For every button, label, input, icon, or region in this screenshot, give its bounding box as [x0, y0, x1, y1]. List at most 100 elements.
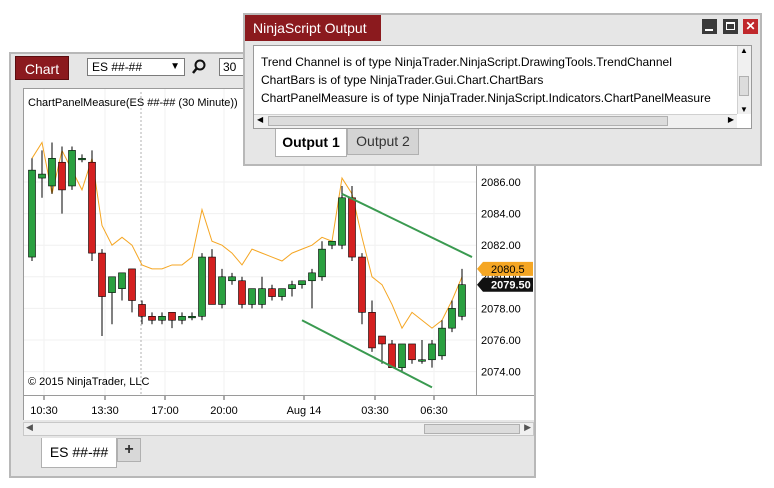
minimize-icon[interactable] — [702, 19, 718, 34]
candle-body — [438, 327, 446, 357]
candle-body — [368, 312, 376, 349]
candle-body — [428, 343, 436, 361]
trend-channel-upper-line[interactable] — [341, 192, 473, 258]
scroll-left-icon[interactable]: ◀ — [26, 422, 33, 432]
candle-body — [408, 343, 416, 361]
time-tick-label: 20:00 — [210, 405, 238, 417]
price-tick-label: 2086.00 — [481, 177, 521, 189]
instrument-value: ES ##-## — [92, 60, 143, 74]
window-controls: ✕ — [700, 19, 758, 35]
output-line: ChartPanelMeasure is of type NinjaTrader… — [261, 91, 711, 105]
price-marker-label: 2080.5 — [491, 264, 525, 276]
candle-body — [258, 288, 266, 305]
output-line: Trend Channel is of type NinjaTrader.Nin… — [261, 55, 672, 69]
scroll-right-icon[interactable]: ▶ — [524, 422, 531, 432]
measure-line — [31, 141, 463, 330]
scroll-up-icon[interactable]: ▲ — [740, 46, 748, 55]
scroll-thumb[interactable] — [739, 76, 749, 96]
candle-body — [178, 315, 186, 321]
chevron-down-icon: ▼ — [170, 61, 180, 72]
price-tick-label: 2076.00 — [481, 335, 521, 347]
panel-label: ChartPanelMeasure(ES ##-## (30 Minute)) — [28, 97, 238, 109]
candle-body — [168, 312, 176, 321]
candle-body — [98, 252, 106, 297]
price-markers: 2080.5 2079.50 — [477, 261, 533, 292]
search-button[interactable] — [191, 57, 209, 77]
candle-body — [308, 272, 316, 282]
candle-body — [348, 197, 356, 258]
candle-body — [78, 158, 86, 161]
candle-body — [378, 335, 386, 345]
candle-body — [448, 308, 456, 329]
trend-channel-lower-line[interactable] — [301, 319, 433, 389]
candle-body — [388, 343, 396, 368]
measure-line-path — [31, 141, 463, 330]
time-tick-label: Aug 14 — [287, 405, 322, 417]
candle-body — [188, 315, 196, 319]
candle-body — [418, 359, 426, 362]
scroll-down-icon[interactable]: ▼ — [740, 105, 748, 114]
time-tick-label: 13:30 — [91, 405, 119, 417]
candle-body — [38, 173, 46, 179]
time-tick-label: 17:00 — [151, 405, 179, 417]
candle-body — [398, 343, 406, 368]
candle-body — [338, 197, 346, 246]
candlestick-series — [28, 142, 466, 372]
candle-body — [88, 161, 96, 254]
price-tick-label: 2082.00 — [481, 240, 521, 252]
candle-body — [28, 169, 36, 258]
time-axis[interactable] — [23, 396, 534, 420]
scroll-thumb[interactable] — [424, 424, 520, 434]
candle-body — [238, 280, 246, 305]
instrument-selector[interactable]: ES ##-## ▼ — [87, 58, 185, 76]
candle-body — [328, 240, 336, 246]
candle-body — [358, 256, 366, 313]
close-icon[interactable]: ✕ — [743, 19, 758, 34]
chart-canvas: 2086.002084.002082.002080.002078.002076.… — [24, 89, 533, 417]
time-tick-label: 10:30 — [30, 405, 58, 417]
candle-body — [458, 284, 466, 317]
price-marker-measure — [477, 261, 533, 276]
candle-body — [228, 276, 236, 282]
price-marker-last — [477, 277, 533, 292]
output-horizontal-scrollbar[interactable]: ◀ ▶ — [254, 114, 737, 128]
time-tick-labels: 10:30 13:30 17:00 20:00 Aug 14 03:30 06:30 — [30, 396, 448, 417]
candle-body — [58, 161, 66, 191]
output-vertical-scrollbar[interactable]: ▲ ▼ — [737, 46, 751, 114]
candle-body — [118, 272, 126, 289]
output-line: ChartBars is of type NinjaTrader.Gui.Cha… — [261, 73, 544, 87]
candle-body — [268, 288, 276, 297]
add-tab-button[interactable]: + — [117, 438, 141, 462]
price-tick-label: 2084.00 — [481, 209, 521, 221]
time-tick-label: 06:30 — [420, 405, 448, 417]
candle-body — [248, 288, 256, 305]
copyright-text: © 2015 NinjaTrader, LLC — [28, 376, 149, 388]
tab-output-1[interactable]: Output 1 — [275, 129, 347, 157]
candle-body — [108, 276, 116, 293]
candle-body — [288, 284, 296, 289]
candle-body — [138, 304, 146, 317]
scroll-thumb[interactable] — [268, 116, 668, 126]
tab-output-2[interactable]: Output 2 — [347, 129, 419, 155]
price-tick-label: 2078.00 — [481, 303, 521, 315]
trend-channel[interactable] — [301, 192, 473, 389]
candle-body — [318, 248, 326, 278]
scroll-left-icon[interactable]: ◀ — [257, 115, 264, 124]
candle-body — [208, 256, 216, 305]
time-tick-label: 03:30 — [361, 405, 389, 417]
candle-body — [158, 315, 166, 321]
scroll-right-icon[interactable]: ▶ — [727, 115, 734, 124]
candle-body — [148, 315, 156, 321]
candle-body — [278, 288, 286, 297]
candle-body — [48, 158, 56, 187]
candle-body — [128, 268, 136, 301]
maximize-icon[interactable] — [722, 19, 738, 34]
chart-window-title[interactable]: Chart — [15, 56, 69, 80]
candle-body — [198, 256, 206, 317]
price-tick-label: 2074.00 — [481, 367, 521, 379]
output-text-area[interactable]: Trend Channel is of type NinjaTrader.Nin… — [253, 45, 752, 129]
candle-body — [68, 150, 76, 187]
output-window-title[interactable]: NinjaScript Output — [245, 15, 381, 41]
tab-es[interactable]: ES ##-## — [41, 438, 117, 468]
chart-horizontal-scrollbar[interactable]: ◀ ▶ — [23, 422, 534, 436]
